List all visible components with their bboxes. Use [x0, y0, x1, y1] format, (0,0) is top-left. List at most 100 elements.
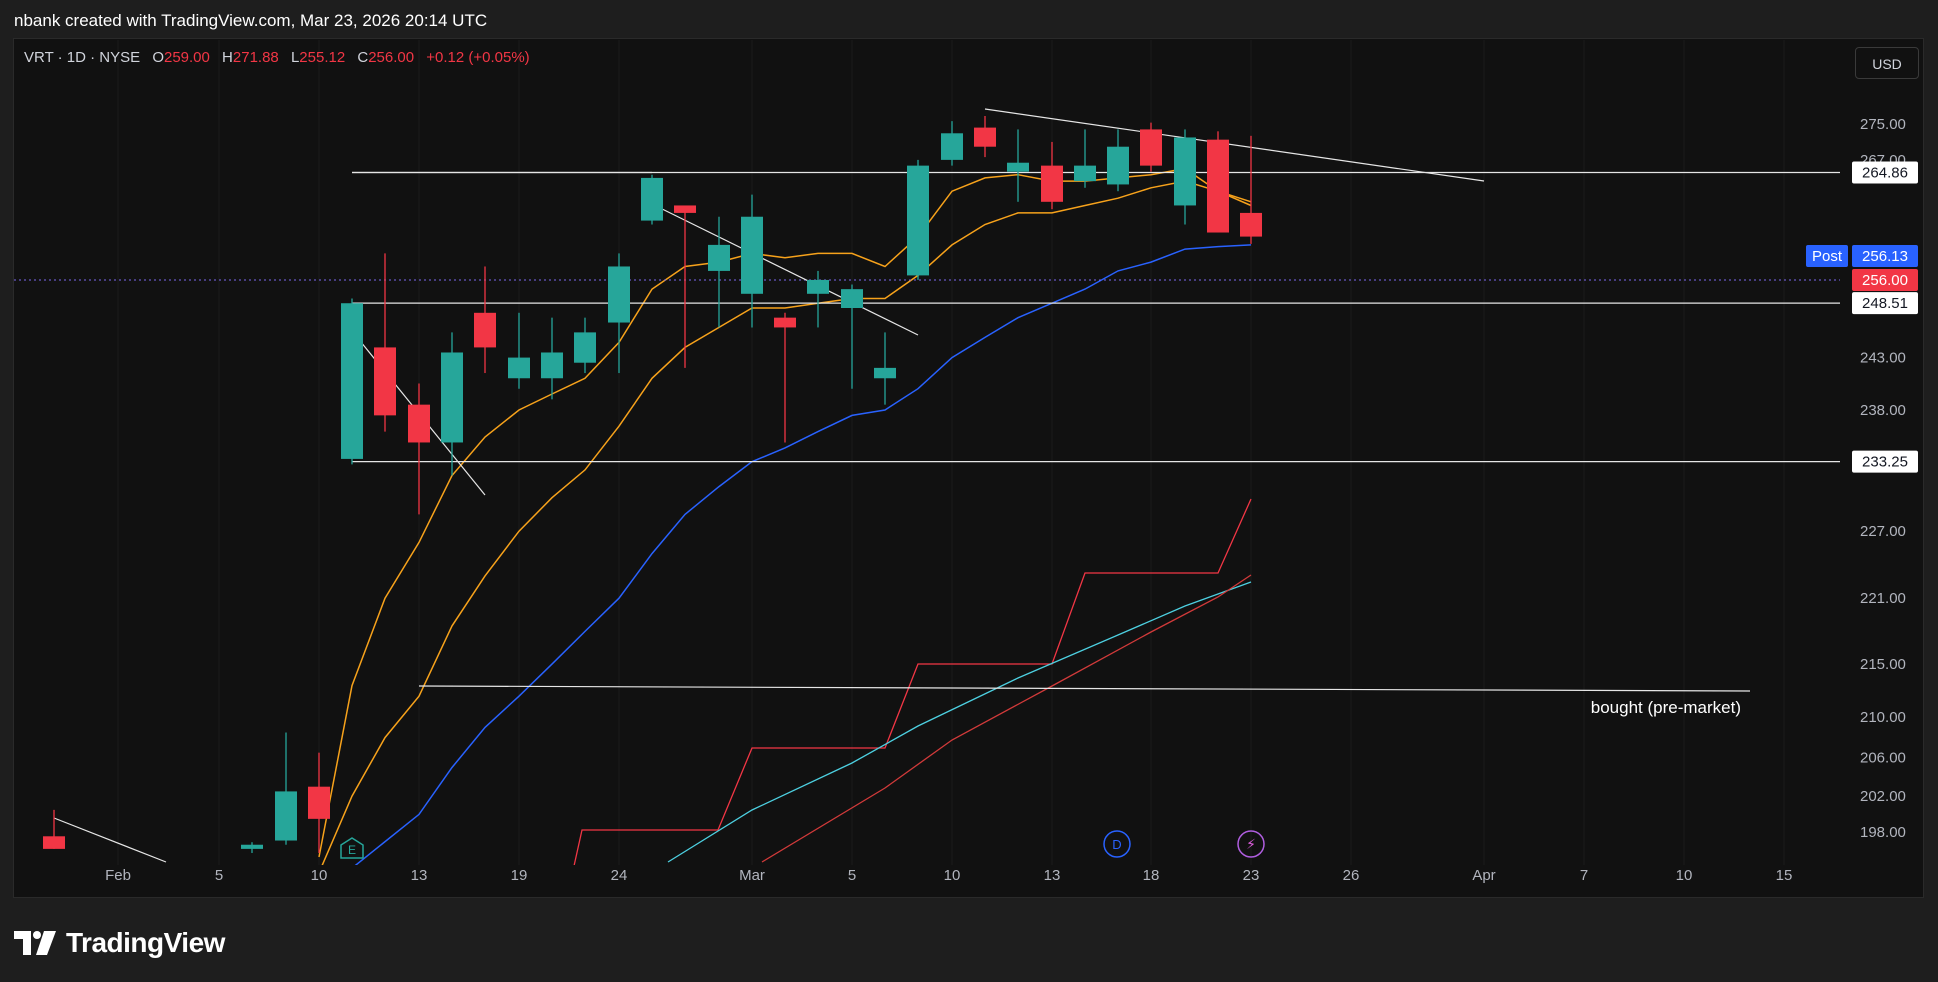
candle-body: [641, 177, 663, 221]
price-label-box: [1852, 269, 1918, 291]
chart-attribution: nbank created with TradingView.com, Mar …: [14, 11, 488, 30]
price-label-box: [1852, 245, 1918, 267]
y-axis-tick-label: 198.00: [1860, 824, 1906, 841]
ema-fast-line: [318, 167, 1252, 858]
y-axis-tick-label: 275.00: [1860, 116, 1906, 133]
candle-body: [974, 127, 996, 147]
red-trend-line: [761, 574, 1252, 863]
tradingview-logo-icon: [14, 931, 56, 955]
candle-body: [508, 357, 530, 379]
earnings-marker-label: E: [348, 843, 356, 857]
dividend-marker-icon: [1103, 830, 1131, 858]
legend-change: +0.12 (+0.05%): [426, 49, 530, 66]
price-label-value: 264.86: [1862, 165, 1908, 182]
y-axis-tick-label: 202.00: [1860, 788, 1906, 805]
candle-body: [1207, 139, 1229, 233]
candle-body: [674, 205, 696, 213]
candle-body: [608, 266, 630, 323]
x-axis-tick-label: 10: [311, 867, 328, 884]
ema-slow-line: [321, 180, 1252, 865]
x-axis-tick-label: Mar: [739, 867, 765, 884]
news-marker-label: ⚡: [1246, 837, 1256, 853]
candle-body: [907, 165, 929, 276]
x-axis-tick-label: 15: [1776, 867, 1793, 884]
x-axis-tick-label: 5: [848, 867, 856, 884]
candle-body: [241, 844, 263, 849]
x-axis-tick-label: Feb: [105, 867, 131, 884]
candle-body: [408, 404, 430, 443]
candle-body: [308, 786, 330, 819]
candle-body: [541, 352, 563, 379]
x-axis-tick-label: 24: [611, 867, 628, 884]
brand-name: TradingView: [66, 927, 225, 958]
legend-high-label: H: [222, 49, 233, 66]
y-axis-tick-label: 238.00: [1860, 402, 1906, 419]
post-tag-label: Post: [1812, 248, 1843, 265]
x-axis-tick-label: 5: [215, 867, 223, 884]
sma-line: [354, 244, 1252, 865]
candle-body: [1107, 146, 1129, 185]
candle-body: [807, 279, 829, 294]
dividend-marker-label: D: [1112, 837, 1121, 852]
legend-open-label: O: [152, 49, 164, 66]
x-axis-tick-label: 13: [1044, 867, 1061, 884]
step-red-line: [573, 498, 1252, 865]
currency-button[interactable]: USD: [1855, 47, 1919, 79]
candle-body: [1240, 212, 1262, 237]
price-label-value: 248.51: [1862, 295, 1908, 312]
y-axis-tick-label: 215.00: [1860, 656, 1906, 673]
candle-body: [43, 836, 65, 849]
cyan-trend-line: [667, 581, 1252, 863]
post-tag-box: [1806, 245, 1848, 267]
candle-body: [941, 133, 963, 160]
candle-body: [341, 303, 363, 459]
legend-low-label: L: [290, 49, 300, 66]
x-axis-tick-label: 10: [944, 867, 961, 884]
price-label-value: 256.00: [1862, 272, 1908, 289]
trendline-feb25: [651, 203, 919, 336]
candle-body: [1074, 165, 1096, 182]
y-axis-tick-label: 227.00: [1860, 523, 1906, 540]
price-label-value: 256.13: [1862, 248, 1908, 265]
candle-body: [841, 289, 863, 308]
x-axis-tick-label: 19: [511, 867, 528, 884]
legend-close-label: C: [357, 49, 369, 66]
candle-body: [574, 332, 596, 363]
x-axis-tick-label: Apr: [1472, 867, 1495, 884]
candle-body: [1041, 165, 1063, 202]
x-axis-tick-label: 10: [1676, 867, 1693, 884]
chart-pane[interactable]: [13, 38, 1924, 898]
candle-body: [1140, 129, 1162, 166]
tradingview-logo[interactable]: TradingView: [14, 926, 225, 960]
price-label-value: 233.25: [1862, 454, 1908, 471]
plot-area: [14, 40, 1840, 865]
legend-low-value: 255.12: [299, 49, 346, 66]
candle-body: [741, 216, 763, 294]
legend-close-value: 256.00: [368, 49, 415, 66]
candle-body: [474, 312, 496, 348]
y-axis-tick-label: 221.00: [1860, 590, 1906, 607]
descending-trendline: [984, 108, 1485, 182]
news-marker-icon: [1237, 830, 1265, 858]
x-axis-tick-label: 18: [1143, 867, 1160, 884]
price-label-box: [1852, 161, 1918, 184]
trendline-jan: [53, 817, 167, 863]
y-axis-tick-label: 206.00: [1860, 750, 1906, 767]
x-axis-tick-label: 26: [1343, 867, 1360, 884]
annotation-bought-pre-market: bought (pre-market): [1591, 698, 1741, 717]
price-label-box: [1852, 450, 1918, 473]
candle-body: [1174, 137, 1196, 206]
candle-body: [774, 317, 796, 328]
ohlc-legend: VRT · 1D · NYSE O259.00 H271.88 L255.12 …: [24, 48, 530, 68]
bought-line: [418, 685, 1751, 692]
legend-open-value: 259.00: [163, 49, 210, 66]
candle-body: [1007, 162, 1029, 172]
candle-body: [275, 791, 297, 841]
y-axis-tick-label: 210.00: [1860, 709, 1906, 726]
legend-symbol[interactable]: VRT · 1D · NYSE: [24, 49, 141, 66]
y-axis-tick-label: 243.00: [1860, 350, 1906, 367]
x-axis-tick-label: 23: [1243, 867, 1260, 884]
legend-high-value: 271.88: [232, 49, 279, 66]
x-axis-tick-label: 13: [411, 867, 428, 884]
